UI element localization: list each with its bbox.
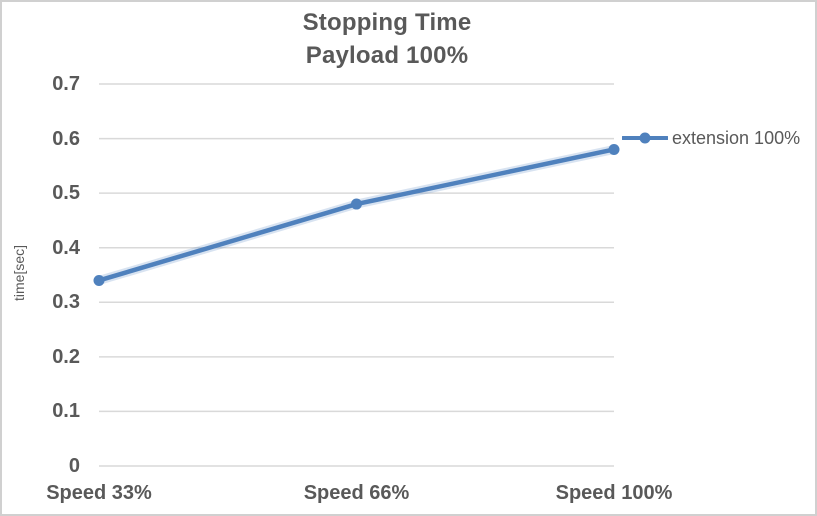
y-tick-label: 0.3 [52, 291, 80, 314]
x-category-label: Speed 66% [303, 482, 410, 504]
y-tick-label: 0.6 [52, 127, 80, 150]
x-category-label: Speed 33% [46, 482, 152, 504]
legend-label: extension 100% [672, 127, 801, 148]
chart-title-line2: Payload 100% [305, 42, 469, 69]
y-tick-label: 0.7 [52, 73, 80, 95]
y-tick-label: 0.5 [52, 182, 80, 205]
y-tick-label: 0.1 [52, 400, 80, 423]
legend-line-marker-icon [622, 132, 668, 144]
data-point-marker [93, 274, 105, 286]
chart-title-line1: Stopping Time [302, 9, 472, 36]
y-tick-label: 0 [68, 455, 80, 477]
chart-title: Stopping Time Payload 100% [2, 6, 772, 72]
series-line-halo [94, 144, 619, 285]
data-point-marker [351, 198, 362, 210]
y-tick-label: 0.2 [52, 345, 80, 368]
x-category-label: Speed 100% [555, 482, 673, 504]
y-tick-label: 0.4 [52, 236, 80, 259]
legend: extension 100% [622, 125, 800, 151]
data-point-marker [608, 143, 620, 155]
